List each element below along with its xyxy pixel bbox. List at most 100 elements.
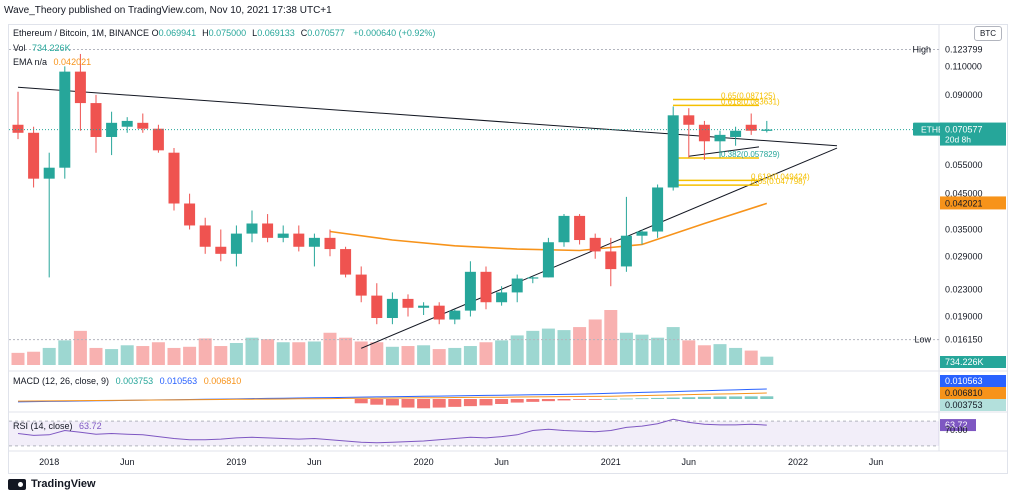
trendline [688,146,760,157]
rsi-label[interactable]: RSI (14, close) [13,421,73,431]
macd-histogram-bar [744,396,758,399]
price-tick-label: 0.055000 [945,160,983,170]
volume-label[interactable]: Vol [13,43,26,53]
candle-body [542,242,554,278]
fib-level-label: 0.65(0.047798) [751,177,806,186]
macd-histogram-bar [666,397,680,399]
volume-bar [385,346,399,365]
ohlc-o-value: O0.069941 [151,28,197,38]
macd-tag [940,399,1006,411]
candle-body [293,233,305,247]
macd-histogram-bar [417,399,431,409]
volume-bar [479,342,493,365]
volume-bar [682,340,696,365]
volume-bar [541,328,555,365]
volume-bar [588,319,602,365]
macd-histogram-bar [448,399,462,407]
candle-body [308,237,320,247]
current-price-tag-value: 0.070577 [945,125,983,135]
volume-bar [73,330,87,365]
extreme-marker-value: 0.123799 [945,45,983,55]
macd-histogram-bar [557,399,571,401]
currency-badge[interactable]: BTC [974,26,1002,41]
fib-level-label: 0.618(0.083631) [721,97,780,106]
symbol-name[interactable]: Ethereum / Bitcoin, 1M, BINANCE [13,28,150,38]
volume-bar [120,345,134,365]
macd-histogram-value: 0.003753 [115,376,154,386]
candle-body [636,231,648,236]
volume-bar [744,350,758,365]
candle-body [511,278,523,293]
candle-body [168,152,180,204]
macd-histogram-bar [510,399,524,403]
volume-bar [557,330,571,365]
ema-label[interactable]: EMA n/a [13,57,48,67]
volume-bar [89,347,103,365]
price-tick-label: 0.019000 [945,311,983,321]
tradingview-logo-icon [8,478,26,490]
symbol-legend: Ethereum / Bitcoin, 1M, BINANCE O0.06994… [13,28,435,38]
macd-label[interactable]: MACD (12, 26, close, 9) [13,376,110,386]
candle-body [402,298,414,308]
macd-histogram-bar [401,399,415,408]
candle-body [464,271,476,311]
volume-bar [136,346,150,365]
rsi-band [9,421,939,446]
volume-bar [729,347,743,365]
candle-body [12,124,24,133]
macd-tag [940,375,1006,387]
candle-body [90,103,102,137]
price-tick-label: 0.029000 [945,251,983,261]
time-tick-label: 2022 [788,457,808,467]
candle-body [652,187,664,232]
price-tick-label: 0.045000 [945,189,983,199]
candle-body [28,132,40,179]
volume-bar [42,347,56,365]
candle-body [683,115,695,125]
ema-legend: EMA n/a 0.042021 [13,57,91,67]
volume-bar [651,337,665,365]
macd-signal-line [17,392,767,402]
candle-body [714,134,726,142]
macd-histogram-bar [385,399,399,406]
candle-body [574,215,586,241]
candle-body [667,115,679,188]
macd-tag-value: 0.010563 [945,376,983,386]
volume-bar [167,347,181,365]
volume-bar [307,341,321,365]
extreme-marker-value: 0.016150 [945,335,983,345]
volume-tag [940,356,1006,368]
macd-histogram-bar [713,396,727,399]
rsi-tag [940,419,976,432]
macd-histogram-bar [651,397,665,399]
macd-histogram-bar [697,396,711,399]
volume-bar [198,338,212,365]
volume-bar [417,345,431,365]
volume-legend: Vol 734.226K [13,43,71,53]
candle-body [230,233,242,254]
macd-line-value: 0.010563 [159,376,198,386]
volume-bar [276,342,290,365]
volume-bar [573,327,587,365]
candle-body [152,128,164,151]
fib-level-label: 0.65(0.087125) [721,92,776,101]
volume-bar [463,346,477,365]
fib-level-label: 0.382(0.057829) [721,150,780,159]
candle-body [59,71,71,168]
candle-body [246,223,258,234]
macd-histogram-bar [635,398,649,400]
macd-histogram-bar [760,396,774,399]
chart-canvas[interactable]: 0.1100000.0900000.0700000.0550000.045000… [9,25,1007,473]
volume-bar [105,349,119,365]
time-tick-label: 2021 [601,457,621,467]
macd-histogram-bar [682,397,696,399]
volume-bar [604,310,618,365]
ohlc-values: O0.069941 H0.075000 L0.069133 C0.070577 [152,28,351,38]
time-tick-label: 2020 [414,457,434,467]
candle-body [745,124,757,131]
volume-bar [432,349,446,365]
candle-body [527,277,539,279]
macd-tag-value: 0.006810 [945,388,983,398]
volume-bar [666,327,680,365]
time-tick-label: 2019 [226,457,246,467]
